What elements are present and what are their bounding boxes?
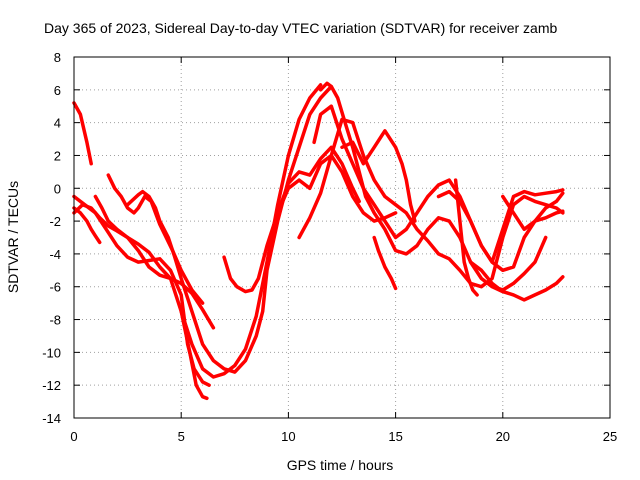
y-tick-label: -2 bbox=[49, 214, 61, 229]
x-tick-label: 0 bbox=[70, 429, 77, 444]
sat-trace-8 bbox=[179, 83, 323, 379]
sat-trace-15 bbox=[372, 235, 398, 291]
x-tick-label: 25 bbox=[603, 429, 617, 444]
sat-trace-5 bbox=[93, 194, 216, 330]
sat-trace-3 bbox=[72, 202, 209, 401]
x-tick-label: 10 bbox=[281, 429, 295, 444]
y-tick-label: 4 bbox=[54, 116, 61, 131]
y-tick-label: 8 bbox=[54, 50, 61, 65]
plot-frame bbox=[73, 56, 611, 419]
y-axis-label: SDTVAR / TECUs bbox=[5, 181, 21, 293]
sat-trace-10 bbox=[275, 153, 398, 223]
y-tick-label: -12 bbox=[42, 378, 61, 393]
sat-trace-14 bbox=[340, 129, 417, 223]
sat-trace-13 bbox=[297, 117, 565, 289]
y-tick-label: 6 bbox=[54, 83, 61, 98]
y-tick-label: -4 bbox=[49, 247, 61, 262]
x-tick-label: 20 bbox=[496, 429, 510, 444]
x-axis-label: GPS time / hours bbox=[287, 457, 394, 473]
sat-trace-6 bbox=[106, 173, 205, 305]
x-tick-label: 5 bbox=[178, 429, 185, 444]
sat-trace-1 bbox=[72, 101, 93, 166]
sat-trace-7 bbox=[125, 84, 334, 374]
chart-title: Day 365 of 2023, Sidereal Day-to-day VTE… bbox=[44, 20, 557, 36]
y-tick-label: -8 bbox=[49, 313, 61, 328]
sat-trace-17 bbox=[468, 235, 548, 292]
y-tick-label: -10 bbox=[42, 345, 61, 360]
series-layer bbox=[72, 81, 565, 401]
sat-trace-11 bbox=[318, 81, 565, 302]
sat-trace-19 bbox=[501, 191, 565, 232]
sat-trace-18 bbox=[453, 178, 479, 297]
y-tick-label: -14 bbox=[42, 411, 61, 426]
y-tick-label: -6 bbox=[49, 280, 61, 295]
sat-trace-4 bbox=[72, 206, 102, 245]
y-tick-label: 2 bbox=[54, 148, 61, 163]
x-tick-label: 15 bbox=[388, 429, 402, 444]
tick-layer: 0 5 10 15 20 25 -14 -12 -10 -8 -6 -4 -2 0 2 4 6 8 bbox=[42, 50, 617, 444]
y-tick-label: 0 bbox=[54, 181, 61, 196]
sat-trace-16 bbox=[436, 188, 565, 264]
sat-trace-12 bbox=[312, 104, 565, 273]
